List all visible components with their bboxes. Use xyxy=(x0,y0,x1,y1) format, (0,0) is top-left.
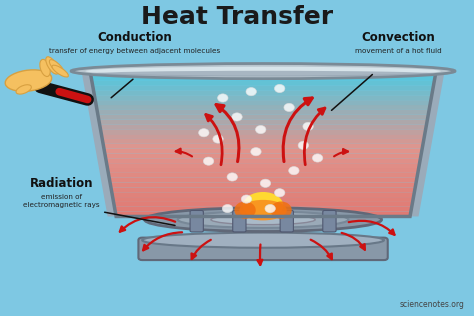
Polygon shape xyxy=(109,178,417,183)
Polygon shape xyxy=(91,76,435,81)
Polygon shape xyxy=(111,187,415,192)
FancyBboxPatch shape xyxy=(323,210,336,232)
Text: Radiation: Radiation xyxy=(30,177,93,190)
Polygon shape xyxy=(96,105,430,110)
Polygon shape xyxy=(97,110,429,115)
Polygon shape xyxy=(113,197,413,202)
Polygon shape xyxy=(95,100,431,105)
Polygon shape xyxy=(94,95,432,100)
Polygon shape xyxy=(108,173,418,178)
Ellipse shape xyxy=(16,85,31,94)
Polygon shape xyxy=(103,144,423,149)
Ellipse shape xyxy=(222,204,233,213)
Polygon shape xyxy=(93,90,433,95)
Ellipse shape xyxy=(284,103,294,112)
FancyBboxPatch shape xyxy=(280,210,293,232)
Ellipse shape xyxy=(46,57,58,74)
Ellipse shape xyxy=(312,154,323,162)
Polygon shape xyxy=(104,149,422,154)
Ellipse shape xyxy=(142,233,384,248)
FancyBboxPatch shape xyxy=(190,210,203,232)
Ellipse shape xyxy=(227,173,237,181)
Polygon shape xyxy=(106,158,420,163)
Polygon shape xyxy=(115,212,411,216)
Polygon shape xyxy=(90,71,436,76)
Polygon shape xyxy=(102,139,424,144)
Polygon shape xyxy=(112,192,414,197)
Text: transfer of energy between adjacent molecules: transfer of energy between adjacent mole… xyxy=(49,48,221,53)
FancyBboxPatch shape xyxy=(233,210,246,232)
Polygon shape xyxy=(98,115,428,119)
Ellipse shape xyxy=(239,200,287,221)
Polygon shape xyxy=(82,71,116,216)
Ellipse shape xyxy=(92,71,434,76)
Ellipse shape xyxy=(289,167,299,175)
Polygon shape xyxy=(101,134,425,139)
Ellipse shape xyxy=(274,189,285,197)
Text: Conduction: Conduction xyxy=(98,31,173,45)
Ellipse shape xyxy=(49,60,64,75)
Ellipse shape xyxy=(251,148,261,156)
Ellipse shape xyxy=(211,215,315,225)
Ellipse shape xyxy=(145,208,382,231)
Ellipse shape xyxy=(178,211,348,228)
Polygon shape xyxy=(105,154,421,158)
Ellipse shape xyxy=(52,65,68,77)
Text: sciencenotes.org: sciencenotes.org xyxy=(400,300,465,309)
Polygon shape xyxy=(107,163,419,168)
Ellipse shape xyxy=(274,84,285,93)
Polygon shape xyxy=(100,125,427,129)
Ellipse shape xyxy=(270,202,292,219)
Ellipse shape xyxy=(199,129,209,137)
Polygon shape xyxy=(114,207,412,212)
Text: Convection: Convection xyxy=(361,31,435,45)
Ellipse shape xyxy=(265,204,275,213)
Ellipse shape xyxy=(234,202,256,219)
Polygon shape xyxy=(99,119,428,125)
Ellipse shape xyxy=(5,70,52,91)
Polygon shape xyxy=(93,86,434,90)
Ellipse shape xyxy=(303,122,313,131)
Ellipse shape xyxy=(213,135,223,143)
Polygon shape xyxy=(114,202,412,207)
Text: emission of
electromagnetic rays: emission of electromagnetic rays xyxy=(23,194,100,208)
Ellipse shape xyxy=(241,195,252,203)
Ellipse shape xyxy=(298,141,309,149)
Ellipse shape xyxy=(85,67,441,76)
Ellipse shape xyxy=(40,59,50,76)
Polygon shape xyxy=(110,183,416,187)
Ellipse shape xyxy=(203,157,214,165)
Polygon shape xyxy=(410,71,445,216)
Text: Heat Transfer: Heat Transfer xyxy=(141,5,333,29)
Polygon shape xyxy=(108,168,419,173)
Polygon shape xyxy=(92,81,434,86)
FancyBboxPatch shape xyxy=(138,238,388,260)
Ellipse shape xyxy=(218,94,228,102)
Ellipse shape xyxy=(232,113,242,121)
Ellipse shape xyxy=(255,125,266,134)
Ellipse shape xyxy=(260,179,271,187)
Ellipse shape xyxy=(243,192,283,219)
Text: movement of a hot fluid: movement of a hot fluid xyxy=(355,48,442,53)
Ellipse shape xyxy=(71,64,455,79)
Ellipse shape xyxy=(246,88,256,96)
Polygon shape xyxy=(100,129,426,134)
